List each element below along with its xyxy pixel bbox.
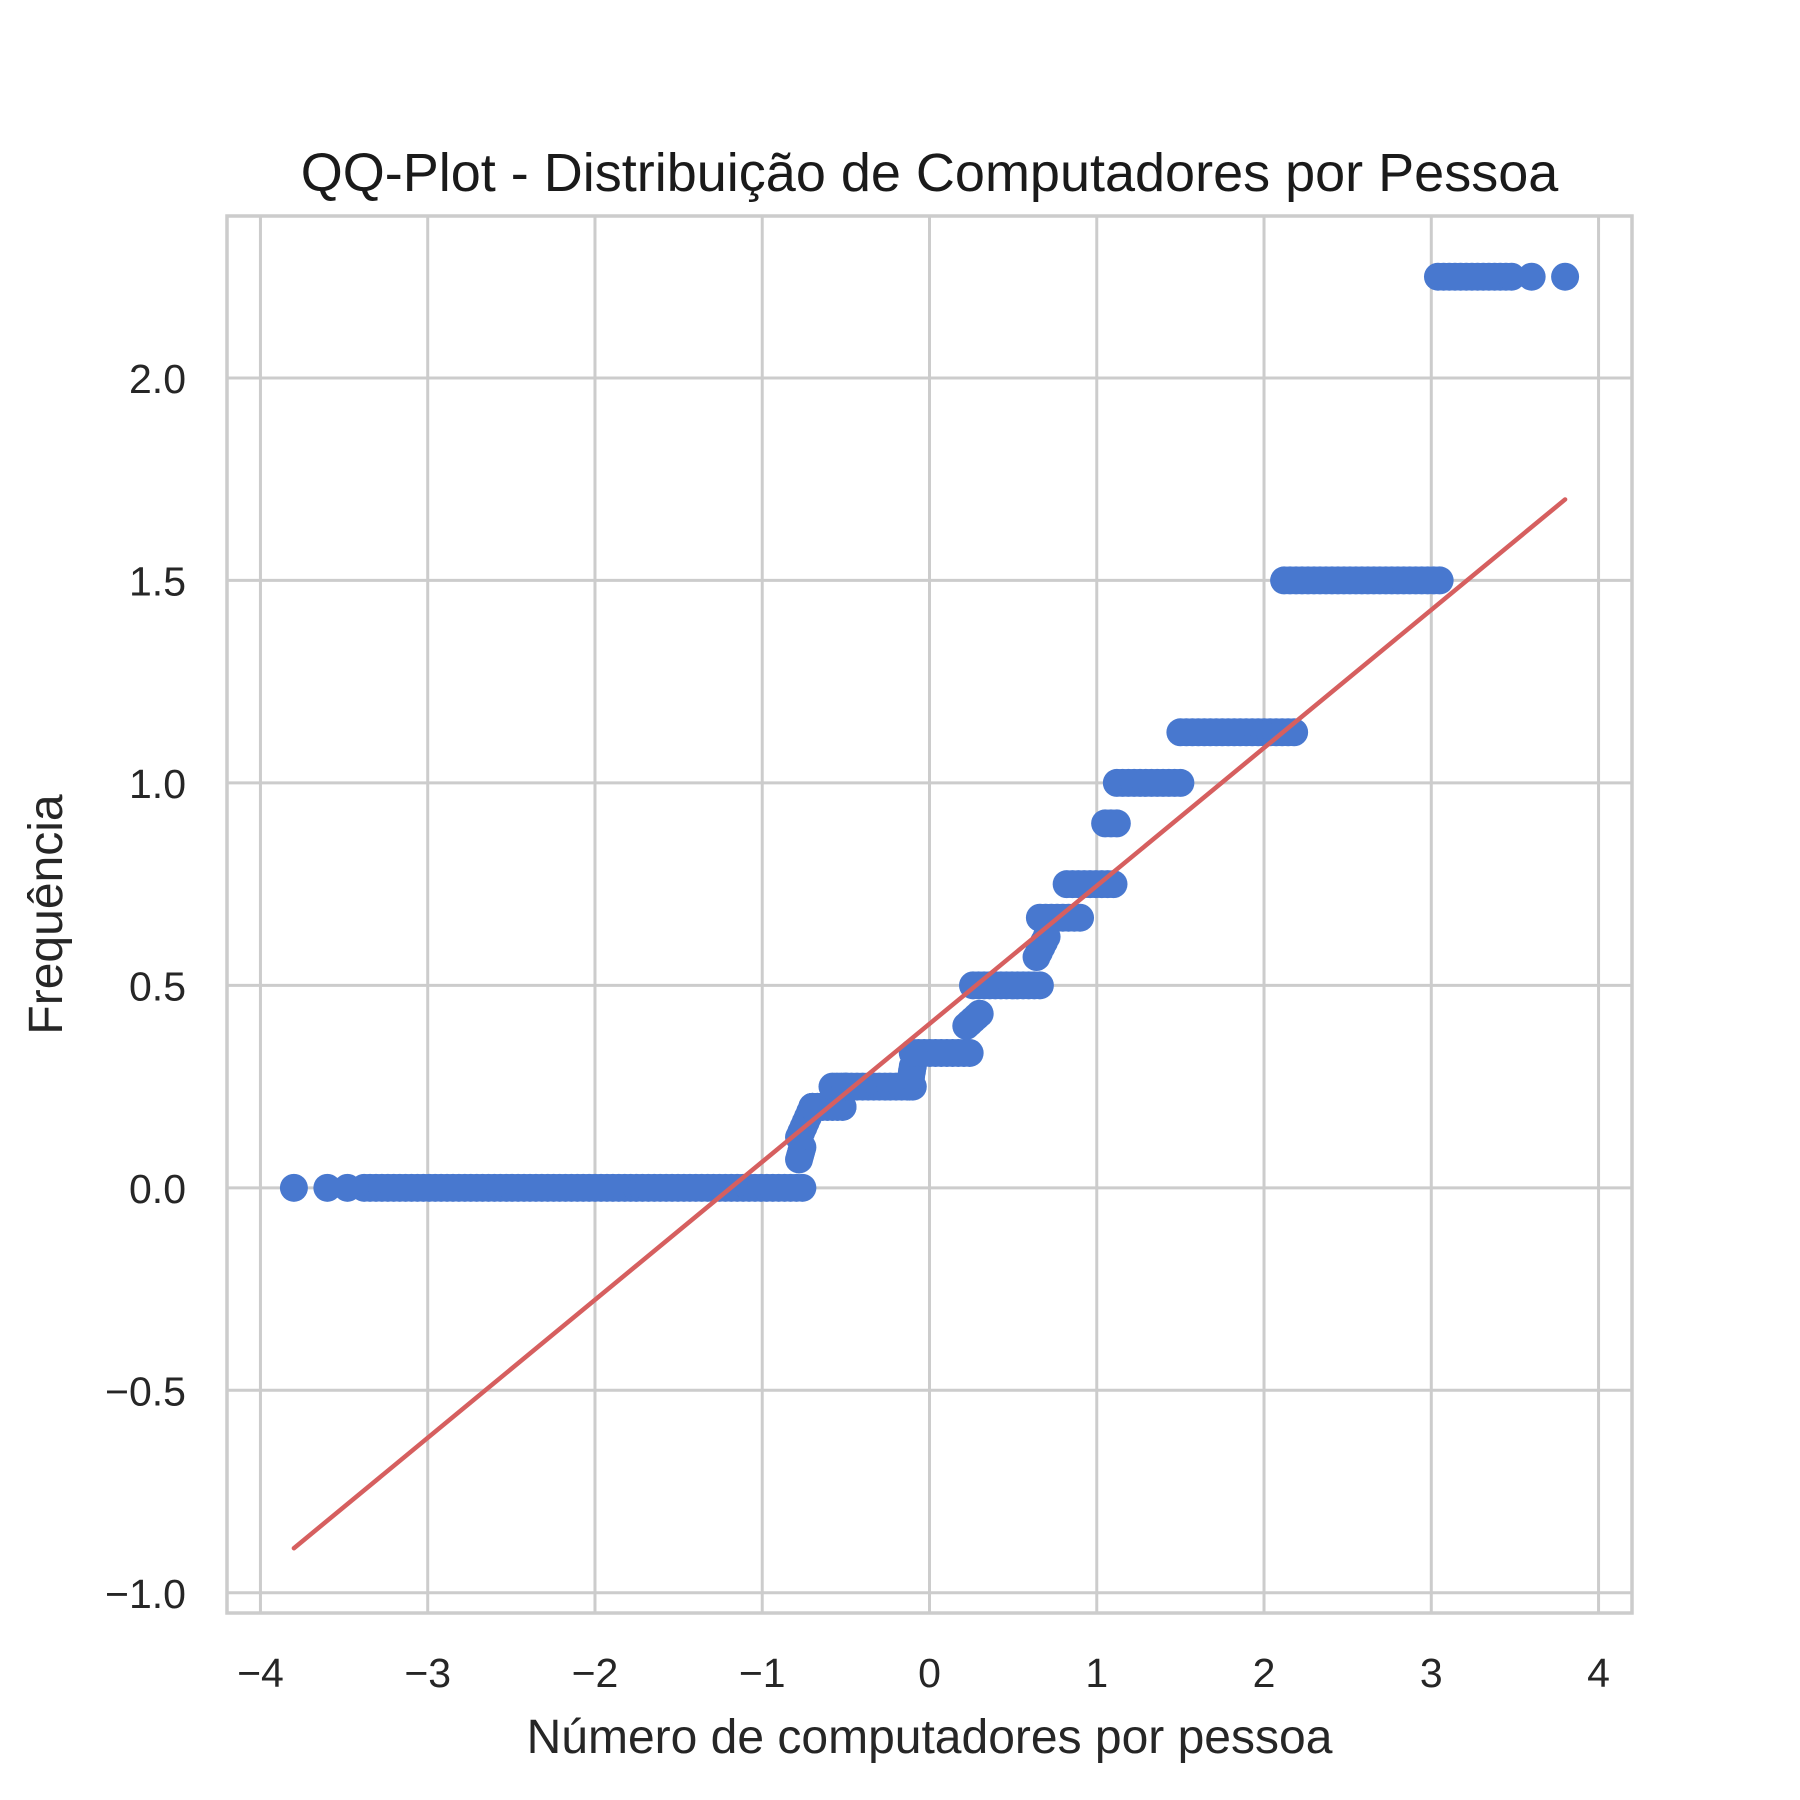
data-point — [1102, 809, 1131, 838]
y-tick-labels: −1.0 −0.5 0.0 0.5 1.0 1.5 2.0 — [105, 356, 186, 1617]
y-axis-label: Frequência — [20, 794, 73, 1034]
data-point — [788, 1173, 817, 1202]
fit-line-layer — [291, 497, 1568, 1551]
x-tick-label: 1 — [1085, 1650, 1108, 1696]
grid-layer — [227, 216, 1632, 1613]
data-point — [1025, 971, 1054, 1000]
y-tick-label: 0.5 — [129, 963, 186, 1009]
data-point — [965, 999, 994, 1028]
data-point — [1551, 262, 1580, 291]
data-point — [1066, 903, 1095, 932]
x-tick-label: −4 — [237, 1650, 284, 1696]
x-tick-label: −3 — [404, 1650, 451, 1696]
data-point — [1425, 566, 1454, 595]
data-point — [279, 1173, 308, 1202]
x-axis-label: Número de computadores por pessoa — [527, 1711, 1333, 1764]
x-tick-label: 0 — [918, 1650, 941, 1696]
data-point — [313, 1173, 342, 1202]
data-point — [1497, 262, 1526, 291]
data-point — [955, 1038, 984, 1067]
data-point — [1517, 262, 1546, 291]
y-tick-label: −0.5 — [105, 1368, 186, 1414]
x-tick-label: −2 — [572, 1650, 619, 1696]
y-tick-label: −1.0 — [105, 1571, 186, 1617]
plot-frame — [225, 214, 1634, 1615]
reference-line — [291, 497, 1568, 1551]
x-tick-label: 4 — [1587, 1650, 1610, 1696]
x-tick-labels: −4 −3 −2 −1 0 1 2 3 4 — [237, 1650, 1610, 1696]
x-tick-label: −1 — [739, 1650, 786, 1696]
y-tick-label: 0.0 — [129, 1166, 186, 1212]
chart-title: QQ-Plot - Distribuição de Computadores p… — [301, 143, 1560, 203]
y-tick-label: 1.5 — [129, 558, 186, 604]
y-tick-label: 1.0 — [129, 761, 186, 807]
data-point — [1166, 768, 1195, 797]
points-layer — [279, 262, 1580, 1202]
x-tick-label: 3 — [1420, 1650, 1443, 1696]
data-point — [1280, 718, 1309, 747]
y-tick-label: 2.0 — [129, 356, 186, 402]
x-tick-label: 2 — [1253, 1650, 1276, 1696]
